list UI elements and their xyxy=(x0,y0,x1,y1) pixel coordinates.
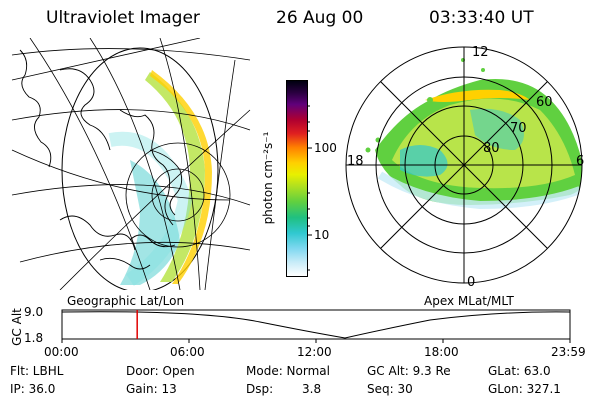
gain-label: Gain: 13 xyxy=(126,382,177,396)
aurora-band-left xyxy=(145,72,205,282)
timeline-xtick-4: 23:59 xyxy=(551,345,586,359)
glon-label: GLon: 327.1 xyxy=(488,382,561,396)
timeline-ytick-9: 9.0 xyxy=(24,305,44,319)
timeline-xtick-2: 12:00 xyxy=(297,345,332,359)
gc-alt-label: GC Alt: 9.3 Re xyxy=(367,364,451,378)
dsp-value: 3.8 xyxy=(302,382,322,396)
dsp-label: Dsp: xyxy=(246,382,274,396)
timeline-xtick-1: 06:00 xyxy=(170,345,205,359)
mlt-label-6: 6 xyxy=(576,154,585,169)
lat-label-60: 60 xyxy=(536,95,553,110)
mlt-label-0: 0 xyxy=(467,275,476,290)
filter-label: Flt: LBHL xyxy=(10,364,64,378)
instrument-title: Ultraviolet Imager xyxy=(46,8,200,28)
ip-label: IP: 36.0 xyxy=(10,382,56,396)
altitude-curve xyxy=(61,311,571,339)
timeline-ytick-1.8: 1.8 xyxy=(24,331,44,345)
seq-label: Seq: 30 xyxy=(367,382,413,396)
timeline-xtick-3: 18:00 xyxy=(424,345,459,359)
glat-label: GLat: 63.0 xyxy=(488,364,551,378)
right-panel-caption: Apex MLat/MLT xyxy=(424,294,514,308)
mode-label: Mode: Normal xyxy=(246,364,330,378)
lat-label-70: 70 xyxy=(510,121,527,136)
earth-disk xyxy=(61,47,219,290)
colorbar-tick-100: 100 xyxy=(314,141,337,155)
date-label: 26 Aug 00 xyxy=(276,8,364,28)
colorbar-tick-10: 10 xyxy=(314,228,330,242)
left-panel-caption: Geographic Lat/Lon xyxy=(67,294,185,308)
mlt-label-12: 12 xyxy=(472,45,489,60)
time-label: 03:33:40 UT xyxy=(429,8,534,28)
lat-label-80: 80 xyxy=(483,141,500,156)
timeline-xtick-0: 00:00 xyxy=(44,345,79,359)
mlt-label-18: 18 xyxy=(347,154,364,169)
door-label: Door: Open xyxy=(126,364,195,378)
colorbar xyxy=(286,80,308,277)
